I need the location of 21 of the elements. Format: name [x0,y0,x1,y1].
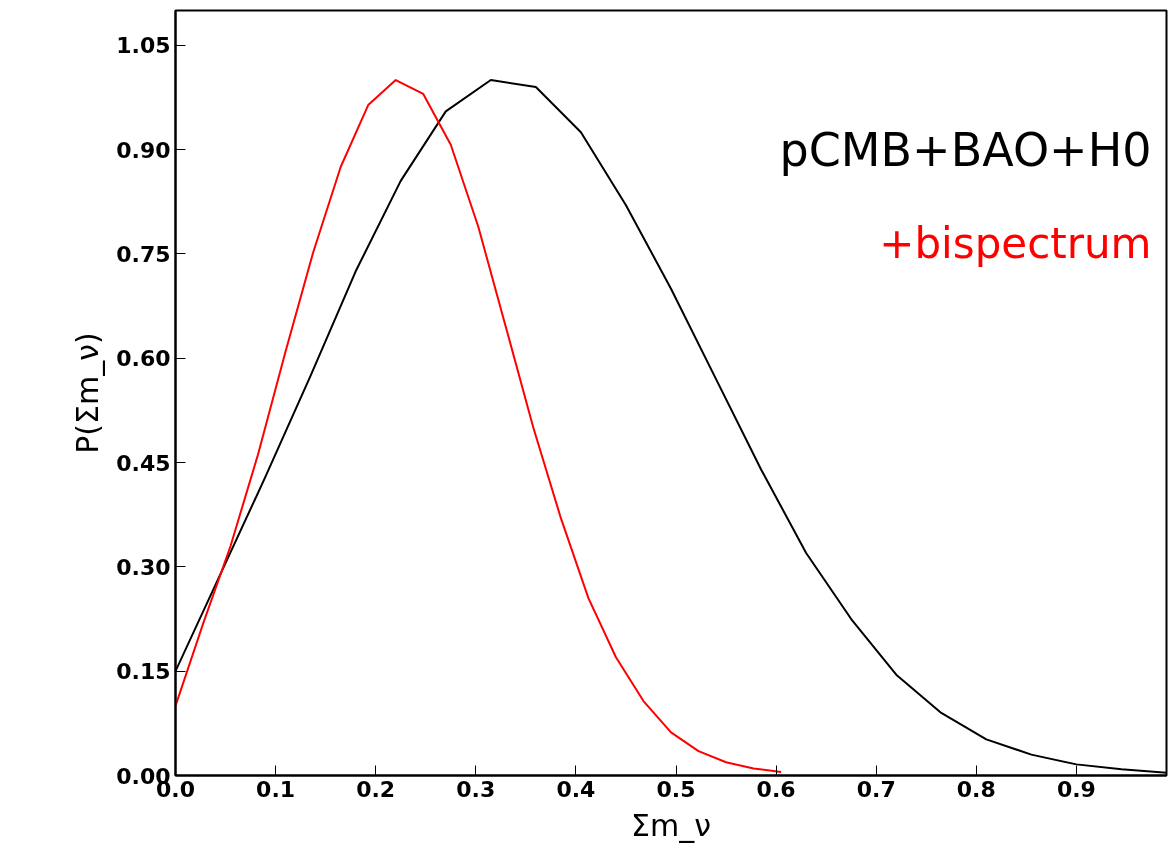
line-series [175,79,783,774]
x-tick-label: 0.5 [656,776,696,802]
x-tick-label: 0.2 [356,776,396,802]
y-tick-label: 0.90 [116,137,171,163]
x-tick-label: 0.1 [256,776,296,802]
y-tick-label: 0.30 [116,554,171,580]
x-axis-title: Σm_ν [631,807,711,843]
x-tick-label: 0.9 [1056,776,1096,802]
y-tick-label: 0.15 [116,659,171,685]
y-axis-title: P(Σm_ν) [70,332,106,454]
text: +bispectrum [879,218,1152,268]
x-tick-label: 0.7 [856,776,896,802]
x-tick-label: 0.4 [556,776,596,802]
y-tick-label: 0.45 [116,450,171,476]
y-tick-label: 0.75 [116,241,171,267]
x-tick-label: 0.8 [956,776,996,802]
x-tick-label: 0.6 [756,776,796,802]
text: pCMB+BAO+H0 [779,123,1152,178]
y-tick-label: 0.60 [116,346,171,372]
y-tick-label: 1.05 [116,33,171,59]
x-tick-label: 0.3 [456,776,496,802]
